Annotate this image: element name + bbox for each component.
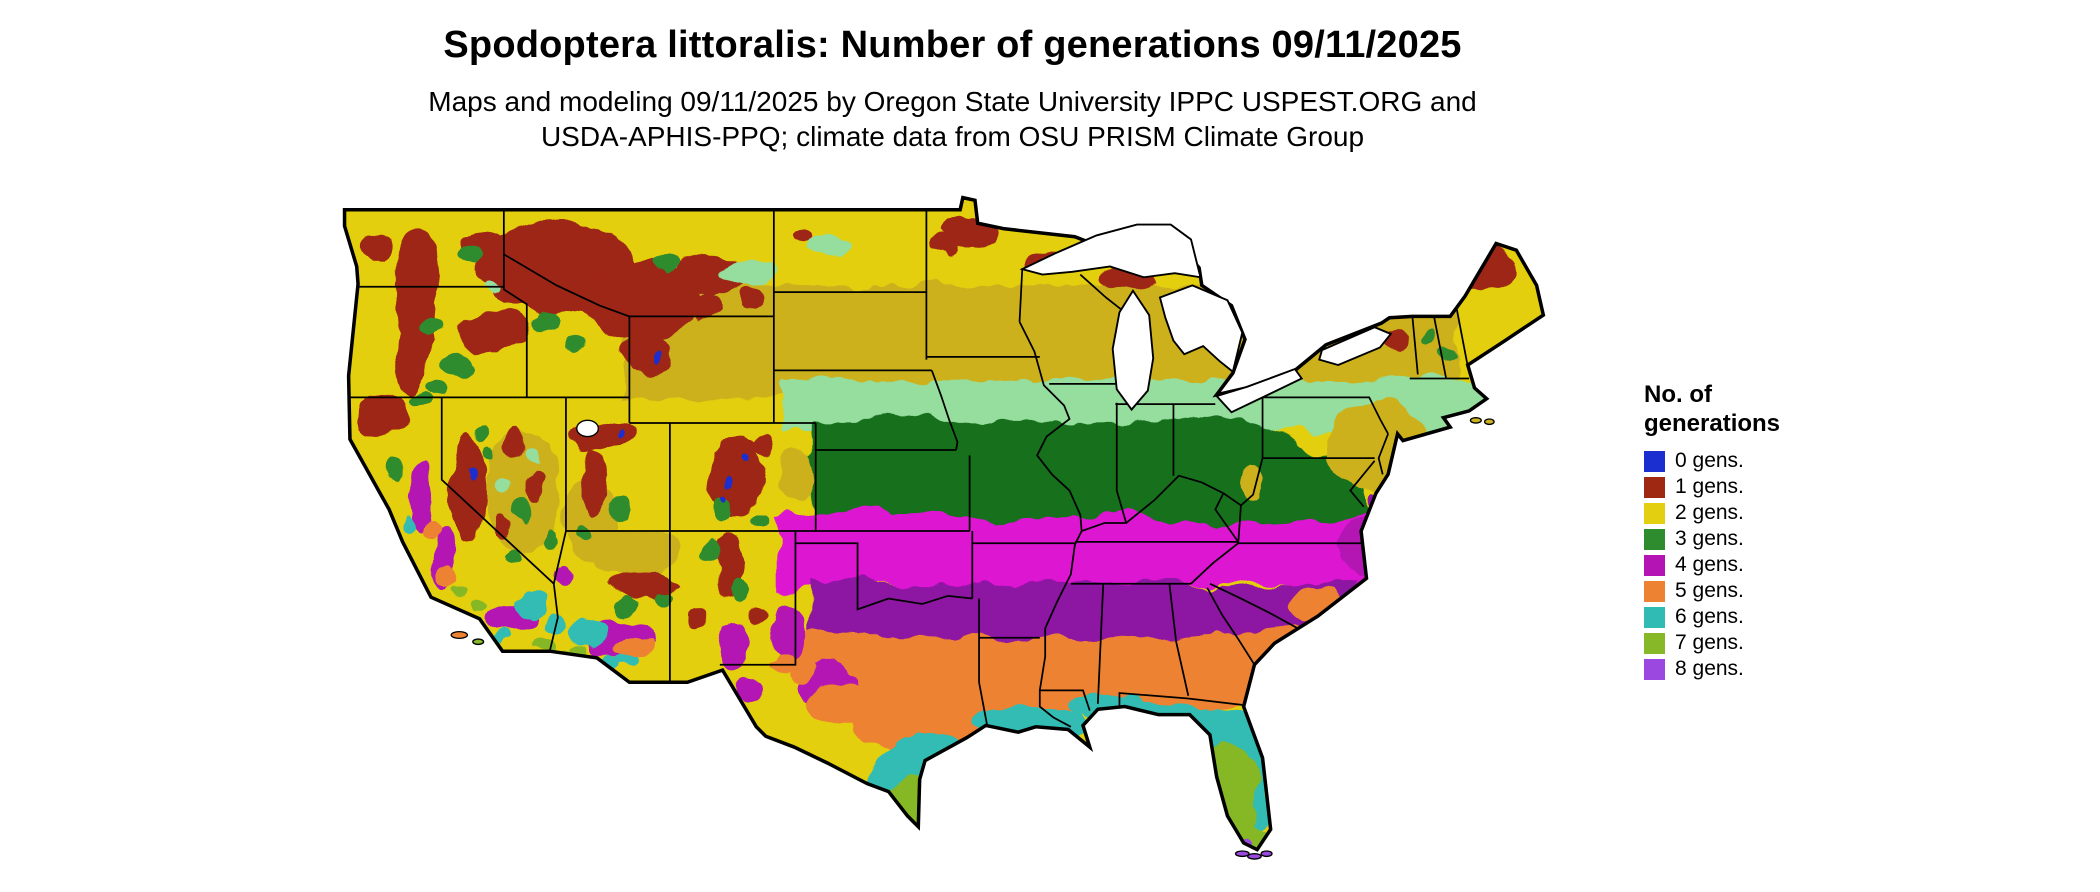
legend-label-1-gens: 1 gens. — [1675, 475, 1744, 498]
legend-label-7-gens: 7 gens. — [1675, 631, 1744, 654]
legend-swatch-3-gens — [1644, 528, 1665, 550]
legend-item-4-gens: 4 gens. — [1644, 552, 1894, 578]
generation-zones — [344, 197, 1544, 850]
legend-swatch-6-gens — [1644, 606, 1665, 628]
lake-michigan — [1111, 289, 1155, 412]
offshore-islands — [450, 416, 1495, 860]
page-title: Spodoptera littoralis: Number of generat… — [443, 24, 1462, 66]
subtitle-line-1: Maps and modeling 09/11/2025 by Oregon S… — [428, 86, 1477, 117]
legend-swatch-4-gens — [1644, 554, 1665, 576]
conus-outline — [342, 195, 1546, 852]
lake-erie — [1214, 367, 1304, 414]
legend-item-2-gens: 2 gens. — [1644, 500, 1894, 526]
legend-label-3-gens: 3 gens. — [1675, 527, 1744, 550]
legend-item-1-gens: 1 gens. — [1644, 474, 1894, 500]
legend-title: No. of generations — [1644, 380, 1894, 438]
lake-ontario — [1318, 326, 1393, 366]
legend-swatch-7-gens — [1644, 632, 1665, 654]
legend-label-5-gens: 5 gens. — [1675, 579, 1744, 602]
legend-label-2-gens: 2 gens. — [1675, 501, 1744, 524]
legend-item-6-gens: 6 gens. — [1644, 604, 1894, 630]
great-salt-lake — [576, 419, 600, 438]
us-generations-map — [300, 168, 1596, 886]
legend-item-8-gens: 8 gens. — [1644, 656, 1894, 682]
legend-item-5-gens: 5 gens. — [1644, 578, 1894, 604]
legend-item-0-gens: 0 gens. — [1644, 448, 1894, 474]
legend-title-line-1: No. of — [1644, 381, 1712, 408]
legend-item-7-gens: 7 gens. — [1644, 630, 1894, 656]
state-borders — [348, 209, 1470, 728]
lake-superior — [1019, 223, 1202, 279]
lake-huron — [1158, 284, 1244, 374]
legend-swatch-1-gens — [1644, 476, 1665, 498]
legend: No. of generations 0 gens. 1 gens. 2 gens.… — [1644, 380, 1894, 682]
legend-label-4-gens: 4 gens. — [1675, 553, 1744, 576]
great-lakes — [576, 223, 1393, 438]
legend-swatch-2-gens — [1644, 502, 1665, 524]
page-subtitle: Maps and modeling 09/11/2025 by Oregon S… — [0, 84, 1905, 154]
legend-title-line-2: generations — [1644, 410, 1781, 437]
legend-swatch-0-gens — [1644, 450, 1665, 472]
legend-label-8-gens: 8 gens. — [1675, 657, 1744, 680]
legend-items: 0 gens. 1 gens. 2 gens. 3 gens. 4 gens. 5 gen… — [1644, 448, 1894, 682]
legend-swatch-5-gens — [1644, 580, 1665, 602]
legend-label-0-gens: 0 gens. — [1675, 449, 1744, 472]
legend-item-3-gens: 3 gens. — [1644, 526, 1894, 552]
legend-label-6-gens: 6 gens. — [1675, 605, 1744, 628]
legend-swatch-8-gens — [1644, 658, 1665, 680]
subtitle-line-2: USDA-APHIS-PPQ; climate data from OSU PR… — [540, 121, 1365, 152]
